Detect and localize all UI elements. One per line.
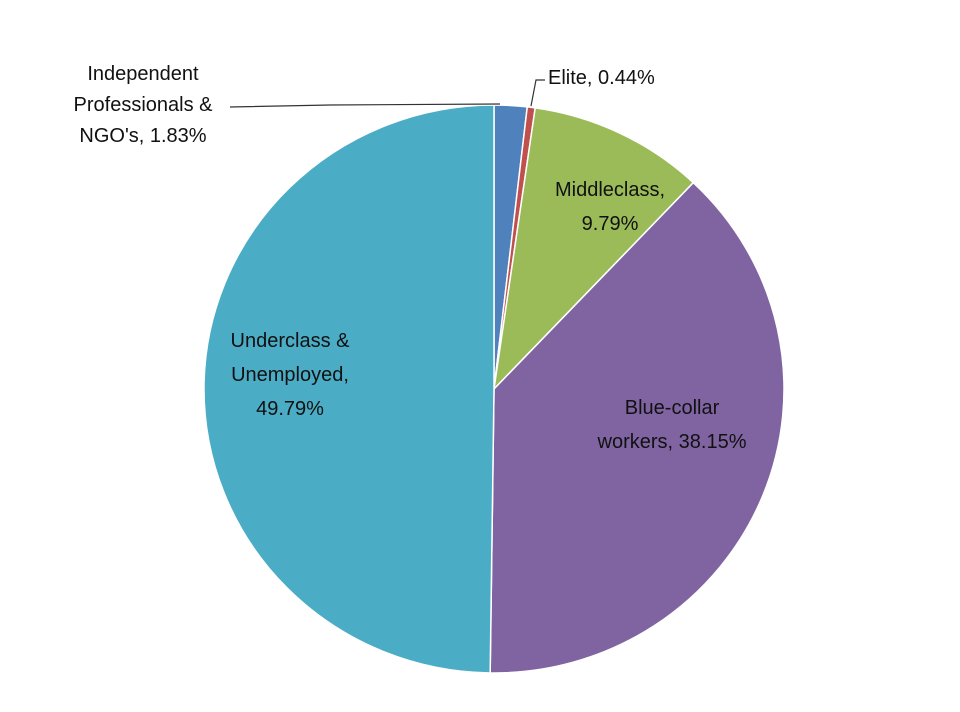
- pie-slice-blue-collar-workers: [489, 181, 785, 674]
- pie-slice-underclass-unemployed: [203, 104, 495, 674]
- leader-line-elite: [530, 79, 545, 107]
- data-label-middleclass: Middleclass, 9.79%: [555, 179, 665, 235]
- data-label-underclass-unemployed: Underclass & Unemployed, 49.79%: [231, 330, 351, 420]
- pie-slice-middleclass: [492, 107, 695, 392]
- data-label-elite: Elite, 0.44%: [548, 67, 655, 89]
- leader-line-independent-professionals: [229, 103, 501, 108]
- data-label-independent-professionals: Independent Professionals & NGO's, 1.83%: [74, 63, 214, 147]
- data-label-blue-collar-workers: Blue-collar workers, 38.15%: [597, 397, 747, 453]
